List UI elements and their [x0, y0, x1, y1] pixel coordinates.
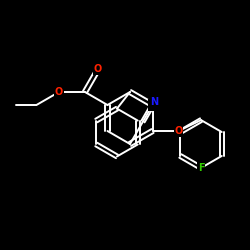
Text: O: O: [55, 87, 63, 97]
Text: O: O: [94, 64, 102, 74]
Text: O: O: [174, 126, 183, 136]
Text: N: N: [148, 100, 156, 110]
Text: F: F: [198, 163, 204, 173]
Text: N: N: [150, 97, 158, 107]
